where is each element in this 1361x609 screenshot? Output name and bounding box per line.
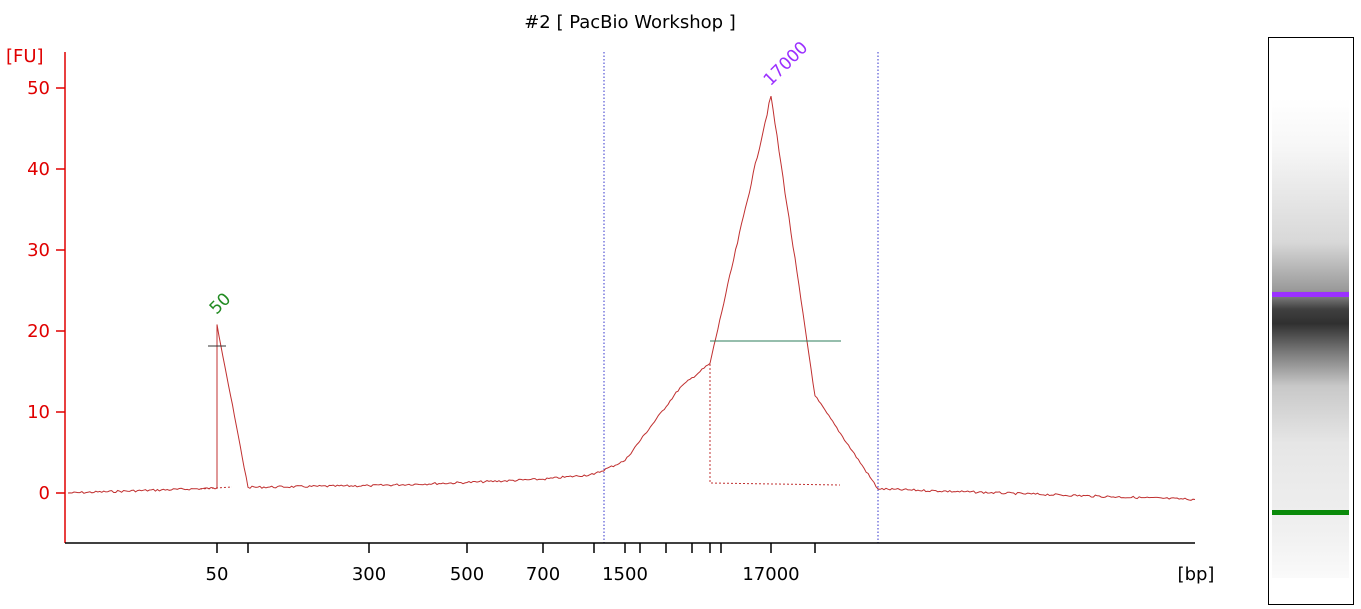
axes: [FU] 0 10 20 30 40 50 50 300 500 700 1500 17000 [bp] (6, 46, 1214, 585)
x-tick-label-300: 300 (352, 564, 386, 585)
peak-label-17000: 17000 (760, 38, 812, 90)
gel-image (1272, 98, 1349, 578)
marker-baseline (199, 486, 233, 490)
gel-lower-marker (1272, 510, 1349, 515)
region-baseline (709, 364, 841, 486)
x-axis-label: [bp] (1178, 564, 1215, 585)
y-tick-label-30: 30 (27, 240, 50, 261)
chart-title: #2 [ PacBio Workshop ] (524, 12, 736, 33)
y-tick-label-10: 10 (27, 402, 50, 423)
trace-line (67, 95, 1196, 501)
y-tick-label-40: 40 (27, 159, 50, 180)
peak-label-50: 50 (206, 289, 235, 318)
x-tick-label-17000: 17000 (742, 564, 799, 585)
x-tick-label-500: 500 (450, 564, 484, 585)
y-tick-label-0: 0 (39, 483, 50, 504)
region-lines (603, 52, 879, 543)
trace-group (67, 95, 1196, 501)
y-tick-label-20: 20 (27, 321, 50, 342)
x-tick-label-700: 700 (526, 564, 560, 585)
gel-lane (1268, 37, 1354, 605)
gel-smear (1272, 98, 1349, 578)
gel-upper-marker (1272, 292, 1349, 297)
annotations: 50 17000 (199, 38, 841, 490)
x-tick-label-50: 50 (206, 564, 229, 585)
y-tick-label-50: 50 (27, 78, 50, 99)
y-axis-label: [FU] (6, 46, 44, 67)
x-tick-label-1500: 1500 (602, 564, 648, 585)
